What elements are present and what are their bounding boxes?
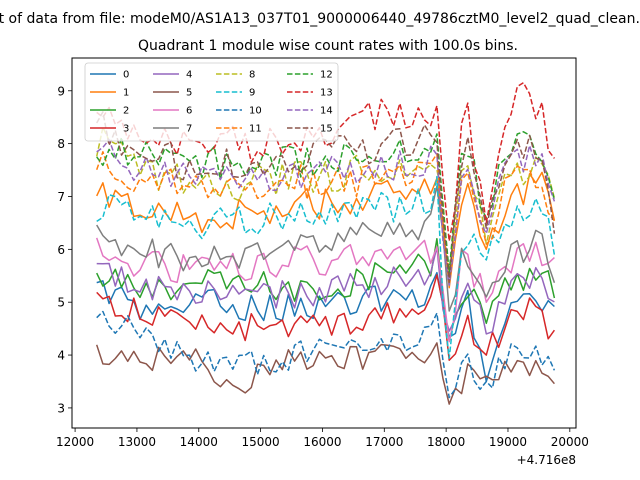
x-tick-label: 14000 bbox=[180, 435, 218, 449]
series-line-6 bbox=[95, 237, 555, 343]
legend-label-5: 5 bbox=[186, 88, 192, 99]
series-lines bbox=[95, 81, 556, 405]
x-tick-label: 18000 bbox=[427, 435, 465, 449]
legend-label-9: 9 bbox=[249, 88, 255, 99]
legend-label-4: 4 bbox=[186, 70, 192, 81]
series-line-7 bbox=[96, 185, 556, 312]
x-tick-label: 12000 bbox=[56, 435, 94, 449]
series-line-3 bbox=[96, 274, 556, 361]
series-line-1 bbox=[96, 171, 556, 289]
x-tick-label: 19000 bbox=[489, 435, 527, 449]
x-axis-offset-text: +4.716e8 bbox=[517, 453, 576, 467]
legend-label-15: 15 bbox=[320, 124, 333, 135]
x-axis-ticks: 12000 13000 14000 15000 16000 17000 18000 19000… bbox=[56, 428, 589, 449]
series-line-10 bbox=[96, 310, 556, 399]
series-line-5 bbox=[95, 342, 555, 405]
legend-label-3: 3 bbox=[123, 124, 129, 135]
y-tick-label: 7 bbox=[57, 190, 65, 204]
series-line-4 bbox=[96, 246, 555, 335]
series-line-14 bbox=[96, 138, 556, 287]
y-tick-label: 3 bbox=[57, 401, 65, 415]
figure-suptitle: Plot of data from file: modeM0/AS1A13_03… bbox=[0, 11, 640, 27]
legend-label-13: 13 bbox=[320, 88, 333, 99]
y-tick-label: 8 bbox=[57, 137, 65, 151]
x-tick-label: 13000 bbox=[118, 435, 156, 449]
legend-label-0: 0 bbox=[123, 70, 129, 81]
x-tick-label: 16000 bbox=[303, 435, 341, 449]
y-tick-label: 4 bbox=[57, 349, 65, 363]
series-line-9 bbox=[96, 175, 556, 359]
legend-label-10: 10 bbox=[249, 106, 262, 117]
legend-label-6: 6 bbox=[186, 106, 192, 117]
y-tick-label: 6 bbox=[57, 243, 65, 257]
legend-label-12: 12 bbox=[320, 70, 333, 81]
series-line-8 bbox=[95, 126, 556, 278]
legend-label-2: 2 bbox=[123, 106, 129, 117]
series-line-2 bbox=[96, 238, 556, 342]
series-line-0 bbox=[96, 271, 555, 383]
x-tick-label: 17000 bbox=[365, 435, 403, 449]
legend-box bbox=[84, 62, 339, 142]
y-axis-ticks: 3 4 5 6 7 8 9 bbox=[57, 84, 72, 415]
x-tick-label: 20000 bbox=[551, 435, 589, 449]
axes-frame bbox=[71, 57, 577, 429]
plot-title: Quadrant 1 module wise count rates with … bbox=[138, 38, 518, 54]
legend-label-8: 8 bbox=[249, 70, 255, 81]
legend-label-7: 7 bbox=[186, 124, 192, 135]
x-tick-label: 15000 bbox=[242, 435, 280, 449]
y-tick-label: 5 bbox=[57, 296, 65, 310]
legend-label-1: 1 bbox=[123, 88, 129, 99]
y-tick-label: 9 bbox=[57, 84, 65, 98]
series-line-11 bbox=[95, 151, 555, 272]
legend-label-14: 14 bbox=[320, 106, 333, 117]
legend-label-11: 11 bbox=[249, 124, 262, 135]
